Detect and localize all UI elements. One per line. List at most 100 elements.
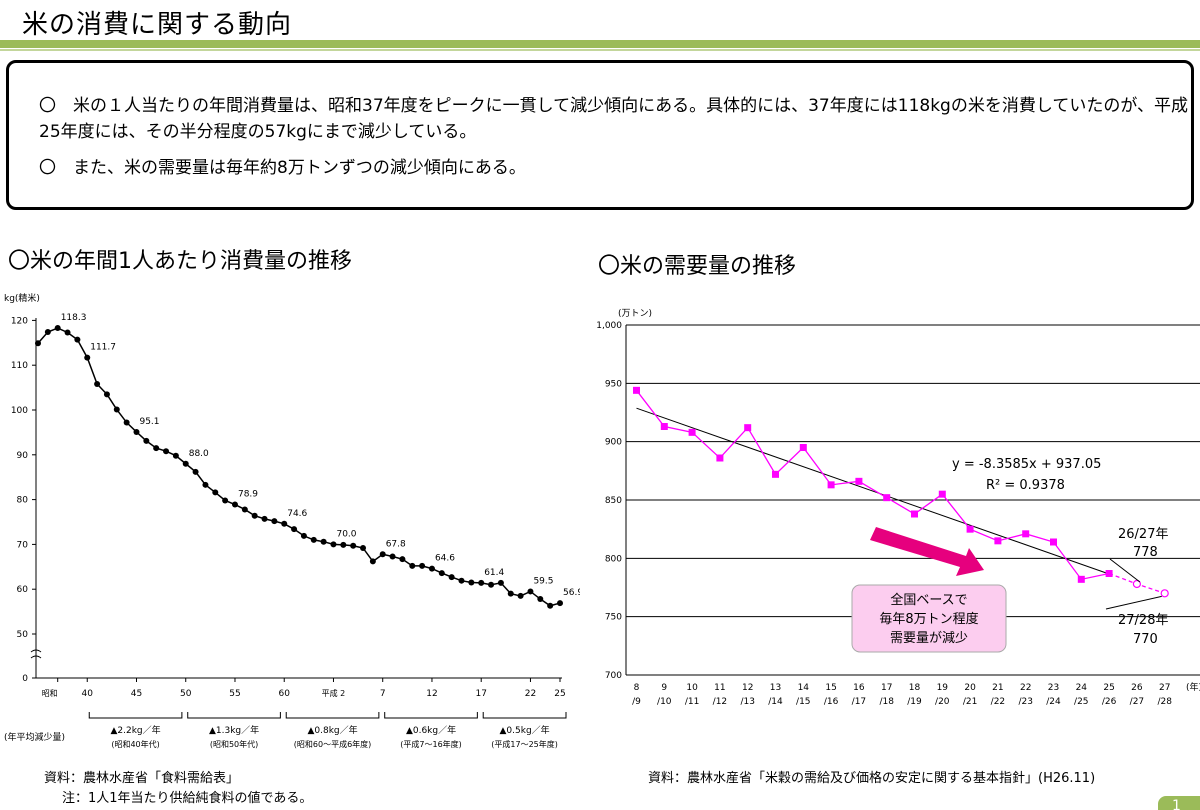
demand-point <box>827 481 835 489</box>
consumption-points <box>35 325 563 609</box>
decrease-arrow-icon <box>870 527 984 576</box>
annual-decrease-row-label: (年平均減少量) <box>4 731 65 743</box>
right-xtick-label: /13 <box>740 697 754 707</box>
trend-line <box>636 407 1110 575</box>
callout-line-1: 全国ベースで <box>890 592 967 608</box>
right-xtick-label: /25 <box>1074 697 1088 707</box>
consumption-point <box>507 590 514 597</box>
consumption-data-label: 64.6 <box>435 554 455 564</box>
consumption-point <box>389 553 396 560</box>
summary-box: 〇 米の１人当たりの年間消費量は、昭和37年度をピークに一貫して減少傾向にある。… <box>6 60 1194 210</box>
consumption-chart: kg(精米) 0 50 60 70 80 90 100 110 120 昭和 40 45 50 55 60… <box>4 292 580 749</box>
consumption-point <box>103 391 110 398</box>
consumption-point <box>399 556 406 563</box>
right-ytick-label: 750 <box>605 613 622 623</box>
left-xtick-label: 平成 2 <box>322 688 346 698</box>
consumption-point <box>488 581 495 588</box>
callout-label: 26/27年 <box>1118 527 1168 542</box>
right-xtick-label: 9 <box>661 683 667 693</box>
period-range: (平成17～25年度) <box>491 739 558 749</box>
left-ytick-label: 120 <box>11 316 28 326</box>
demand-point <box>1077 575 1085 583</box>
right-ylabel: (万トン) <box>618 309 652 319</box>
left-ytick-label: 80 <box>17 496 29 506</box>
right-ytick-label: 950 <box>605 379 622 389</box>
callout-label: 27/28年 <box>1118 613 1168 628</box>
right-source: 資料：農林水産省「米穀の需給及び価格の安定に関する基本指針」(H26.11) <box>648 771 1096 786</box>
consumption-point <box>231 501 238 508</box>
consumption-point <box>468 579 475 586</box>
consumption-point <box>271 518 278 525</box>
consumption-point <box>192 468 199 475</box>
demand-points <box>633 386 1169 598</box>
forecast-point <box>1160 589 1169 598</box>
left-xtick-label: 昭和 <box>42 689 58 698</box>
right-section-title: 〇米の需要量の推移 <box>598 254 797 279</box>
right-xtick-label: /10 <box>657 697 672 707</box>
consumption-point <box>133 428 140 435</box>
left-ytick-label: 90 <box>17 451 29 461</box>
right-xtick-label: 22 <box>1020 683 1031 693</box>
period-bracket <box>88 712 183 719</box>
right-xtick-label: 20 <box>964 683 976 693</box>
left-xtick-label: 22 <box>525 689 536 699</box>
demand-point <box>688 428 696 436</box>
consumption-point <box>320 538 327 545</box>
consumption-data-label: 95.1 <box>139 417 159 427</box>
right-xtick-label: /28 <box>1157 697 1172 707</box>
forecast-point <box>1132 579 1142 589</box>
period-amount: ▲0.5kg／年 <box>500 724 550 736</box>
consumption-point <box>153 445 160 452</box>
consumption-point <box>350 542 357 549</box>
period-annotations: ▲2.2kg／年 (昭和40年代) ▲1.3kg／年 (昭和50年代) ▲0.8kg／年… <box>88 712 567 749</box>
demand-point <box>772 470 779 478</box>
consumption-point <box>379 551 386 558</box>
right-xtick-label: 26 <box>1131 683 1143 693</box>
demand-point <box>716 454 724 462</box>
period-range: (昭和40年代) <box>111 739 159 749</box>
right-xtick-label: 10 <box>686 683 698 693</box>
demand-point <box>966 525 974 533</box>
left-axes <box>35 318 562 679</box>
consumption-data-label: 70.0 <box>336 529 356 539</box>
left-source: 資料：農林水産省「食料需給表」 <box>44 771 240 786</box>
consumption-point <box>478 579 485 586</box>
period-bracket <box>384 712 478 719</box>
right-xtick-label: /15 <box>796 697 810 707</box>
demand-point <box>660 423 668 430</box>
period-bracket <box>187 712 281 719</box>
left-xtick-label: 7 <box>380 689 386 699</box>
left-xticks: 昭和 40 45 50 55 60 平成 2 7 12 17 22 25 <box>42 678 566 699</box>
left-yticks: 0 50 60 70 80 90 100 110 120 <box>11 316 36 684</box>
period-range: (昭和60～平成6年度) <box>294 739 372 749</box>
consumption-data-label: 59.5 <box>533 576 553 586</box>
right-xtick-label: 21 <box>992 683 1003 693</box>
demand-point <box>1105 570 1113 577</box>
consumption-point <box>537 596 544 603</box>
left-xtick-label: 12 <box>426 689 437 699</box>
consumption-data-label: 88.0 <box>189 449 209 459</box>
right-ytick-label: 800 <box>605 554 622 564</box>
period-bracket <box>482 712 567 719</box>
consumption-point <box>438 570 445 577</box>
consumption-point <box>64 329 71 336</box>
right-xtick-label: /26 <box>1102 697 1117 707</box>
demand-point <box>855 477 863 485</box>
right-xticks: 8/9 9/10 10/11 11/12 12/13 13/14 14/15 15/16 16 /… <box>632 681 1200 707</box>
callout-leader <box>1109 558 1141 583</box>
callout-value: 778 <box>1133 545 1158 560</box>
right-ytick-label: 1,000 <box>596 321 622 331</box>
period-bracket <box>285 712 380 719</box>
period-amount: ▲1.3kg／年 <box>209 724 259 736</box>
right-xtick-label: 8 <box>634 683 640 693</box>
consumption-point <box>310 536 317 543</box>
demand-point <box>1022 530 1030 538</box>
right-ytick-label: 700 <box>605 671 622 681</box>
page-number: 1 <box>1158 796 1200 810</box>
consumption-point <box>44 329 51 336</box>
left-xtick-label: 60 <box>278 689 290 699</box>
right-xtick-label: /21 <box>963 697 977 707</box>
period-amount: ▲0.8kg／年 <box>307 724 357 736</box>
consumption-point <box>409 562 416 569</box>
demand-point <box>799 444 807 451</box>
